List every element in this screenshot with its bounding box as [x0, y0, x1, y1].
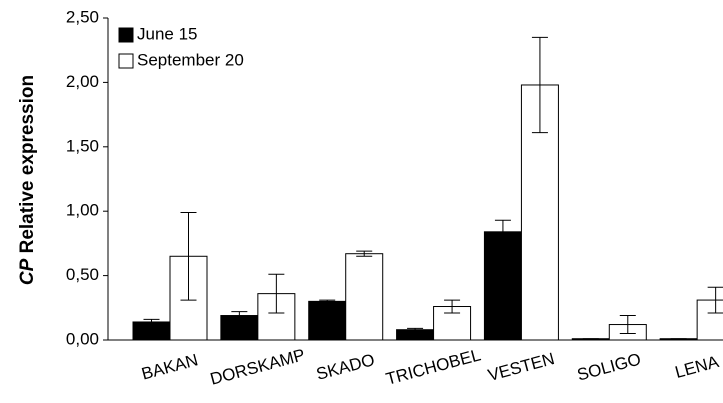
bar: [696, 299, 723, 341]
x-tick-label: VESTEN: [486, 349, 557, 385]
error-bar: [494, 219, 511, 244]
error-bar: [356, 250, 373, 257]
x-tick-label: TRICHOBEL: [384, 345, 483, 389]
y-axis-label-text: Relative expression: [17, 75, 38, 253]
y-axis-label-gene: CP: [17, 258, 38, 285]
bar: [345, 253, 384, 341]
error-bar: [707, 286, 723, 314]
y-tick-label: 2,00: [66, 72, 99, 91]
error-bar: [407, 327, 424, 332]
error-bar: [143, 318, 160, 326]
error-bar: [319, 299, 336, 304]
bar: [308, 300, 347, 341]
y-tick-label: 0,50: [66, 265, 99, 284]
x-tick-label: SOLIGO: [575, 349, 643, 384]
legend-swatch: [118, 27, 134, 43]
legend-label: June 15: [137, 24, 198, 43]
x-tick-label: BAKAN: [139, 350, 200, 383]
y-tick-label: 1,00: [66, 201, 99, 220]
x-tick-label: SKADO: [314, 350, 376, 384]
y-axis-label: CP Relative expression: [17, 75, 38, 285]
x-tick-label: LENA: [673, 352, 721, 382]
error-bar: [180, 211, 197, 301]
error-bar: [444, 299, 461, 314]
error-bar: [268, 273, 285, 314]
y-tick-label: 1,50: [66, 136, 99, 155]
x-tick-label: DORSKAMP: [208, 345, 307, 389]
error-bar: [619, 315, 636, 335]
bar: [483, 231, 522, 341]
error-bar: [231, 311, 248, 320]
legend-label: September 20: [137, 50, 244, 69]
y-tick-label: 0,00: [66, 329, 99, 348]
error-bar: [531, 36, 548, 134]
y-tick-label: 2,50: [66, 7, 99, 26]
legend-swatch: [118, 53, 134, 69]
